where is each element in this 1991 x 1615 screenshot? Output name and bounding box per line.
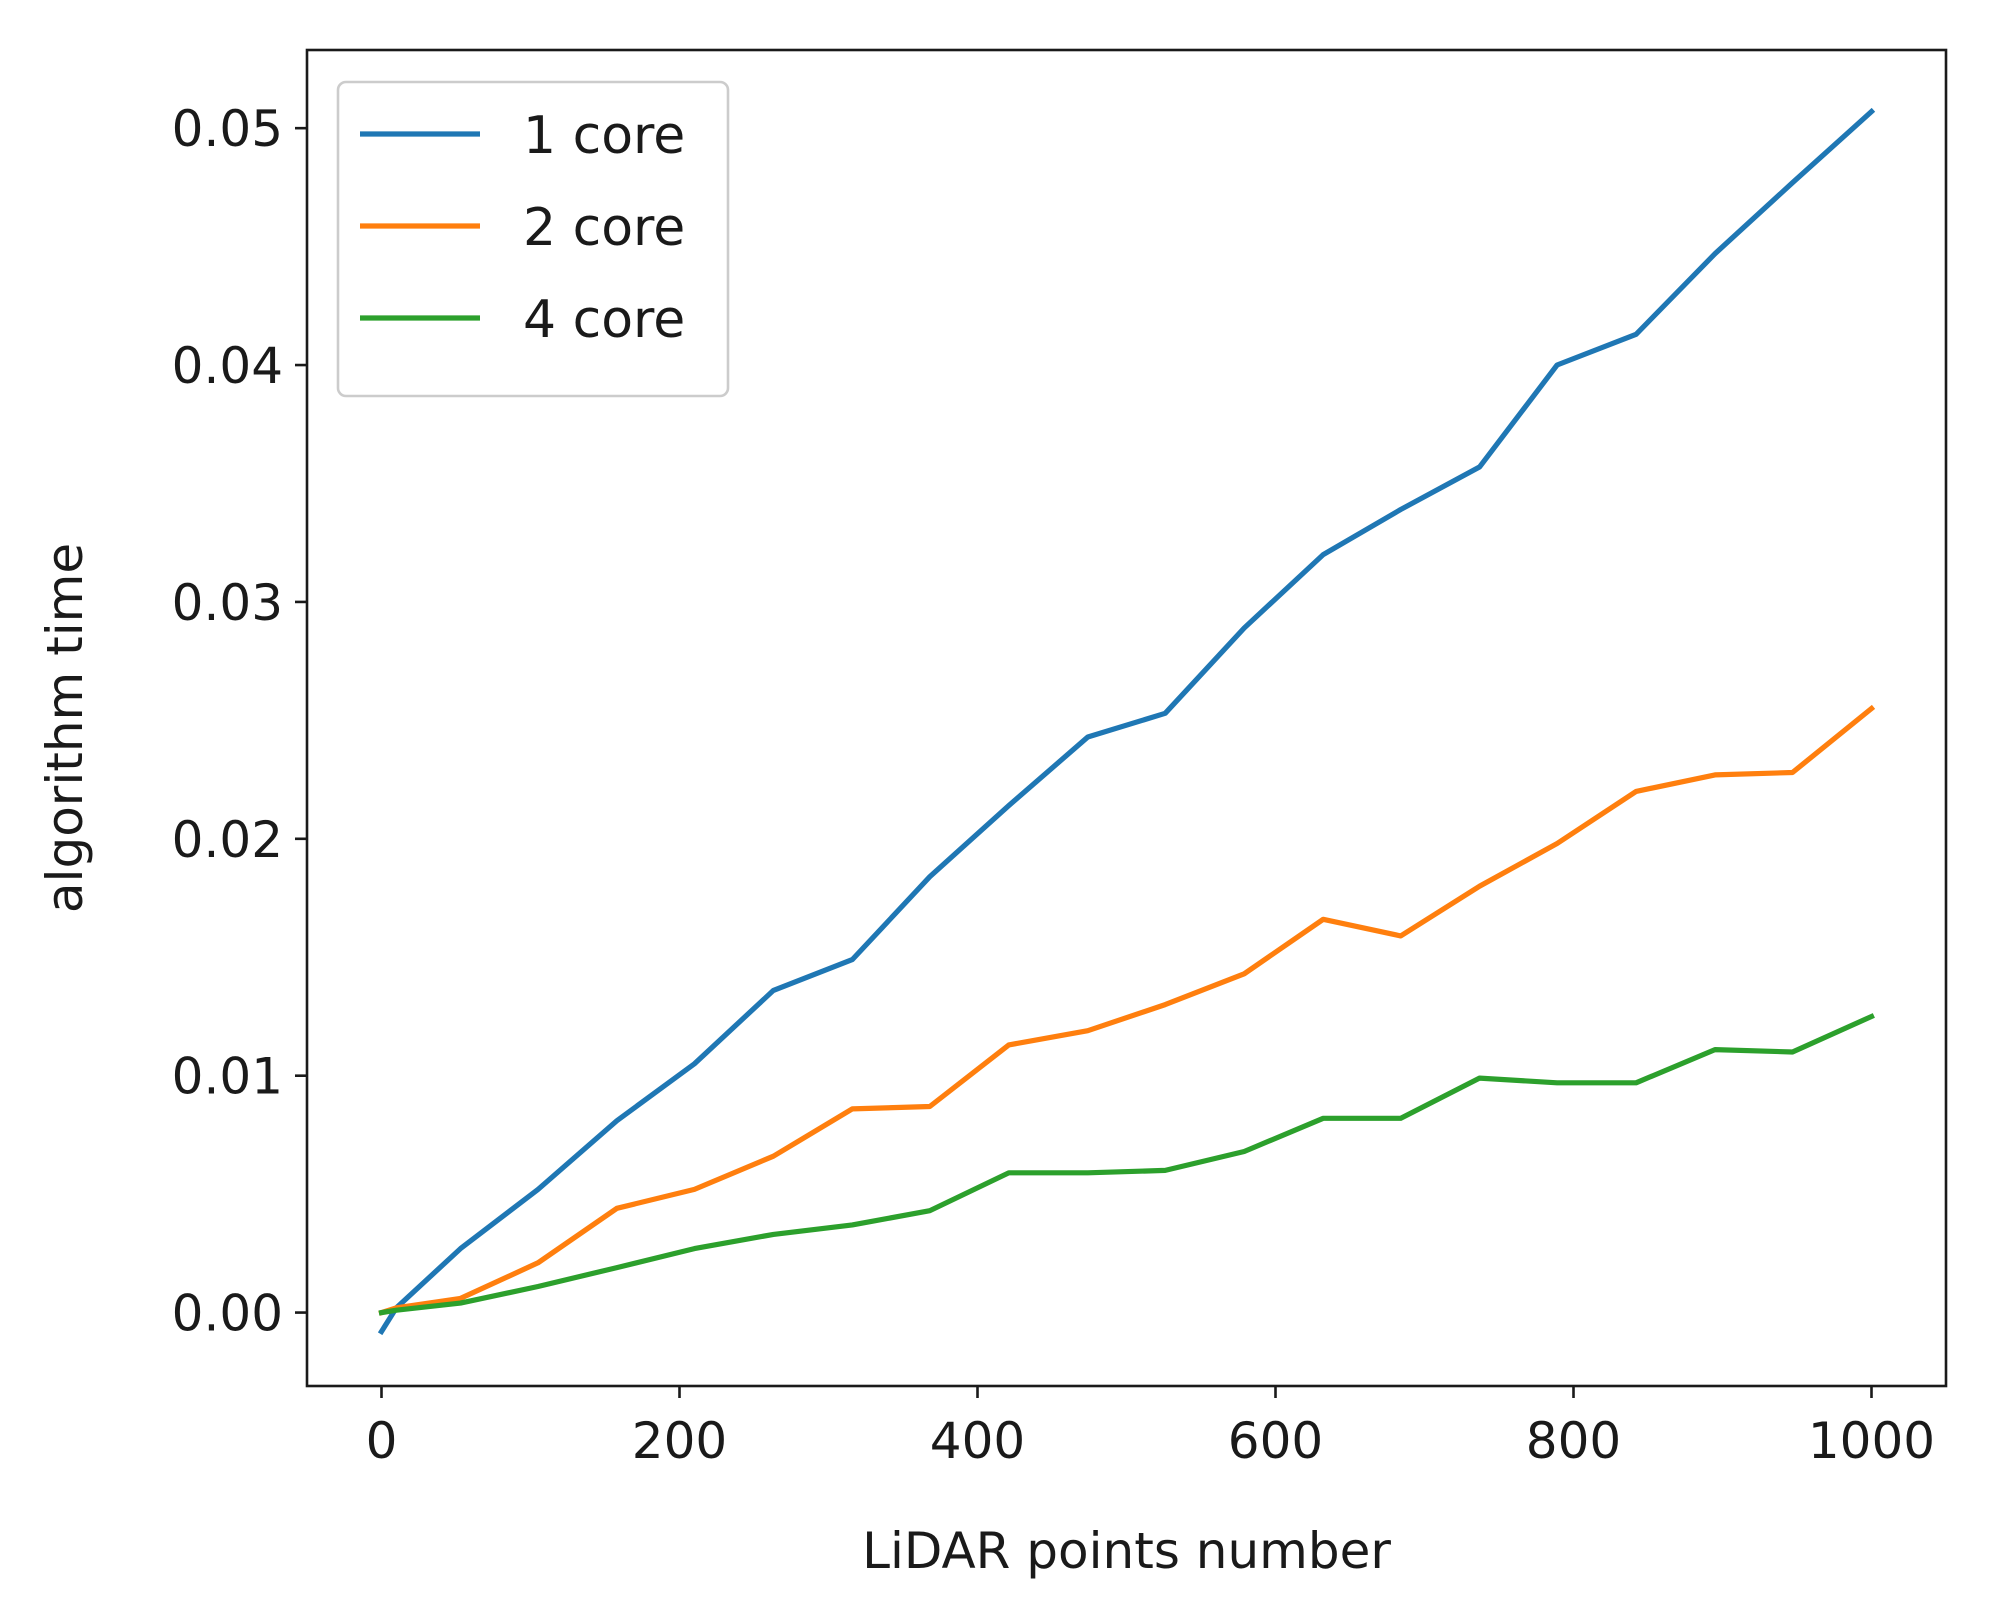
x-tick-label: 400 [930,1412,1025,1470]
series-layer [377,107,1876,1336]
plot-frame [305,48,1948,1388]
y-axis-label: algorithm time [36,543,94,913]
x-tick-label: 200 [632,1412,727,1470]
legend-label: 4 core [523,290,685,350]
series-line-1 [377,107,1876,1336]
y-axis: 0.00 0.01 0.02 0.03 0.04 0.05 [172,100,307,1343]
x-tick-label: 600 [1228,1412,1323,1470]
x-tick-label: 800 [1526,1412,1621,1470]
y-tick-label: 0.00 [172,1285,283,1343]
y-tick-label: 0.02 [172,811,283,869]
series-line-3 [378,1013,1875,1316]
legend-label: 2 core [523,198,685,258]
y-tick-label: 0.03 [172,574,283,632]
x-axis-label: LiDAR points number [862,1522,1391,1580]
legend-label: 1 core [523,106,685,166]
x-tick-label: 0 [366,1412,398,1470]
y-tick-label: 0.04 [172,337,283,395]
x-tick-label: 1000 [1808,1412,1935,1470]
series-line-2 [378,704,1876,1316]
x-axis: 0 200 400 600 800 1000 [366,1386,1935,1470]
y-tick-label: 0.01 [172,1048,283,1106]
legend: 1 core 2 core 4 core [336,80,730,398]
y-tick-label: 0.05 [172,100,283,158]
